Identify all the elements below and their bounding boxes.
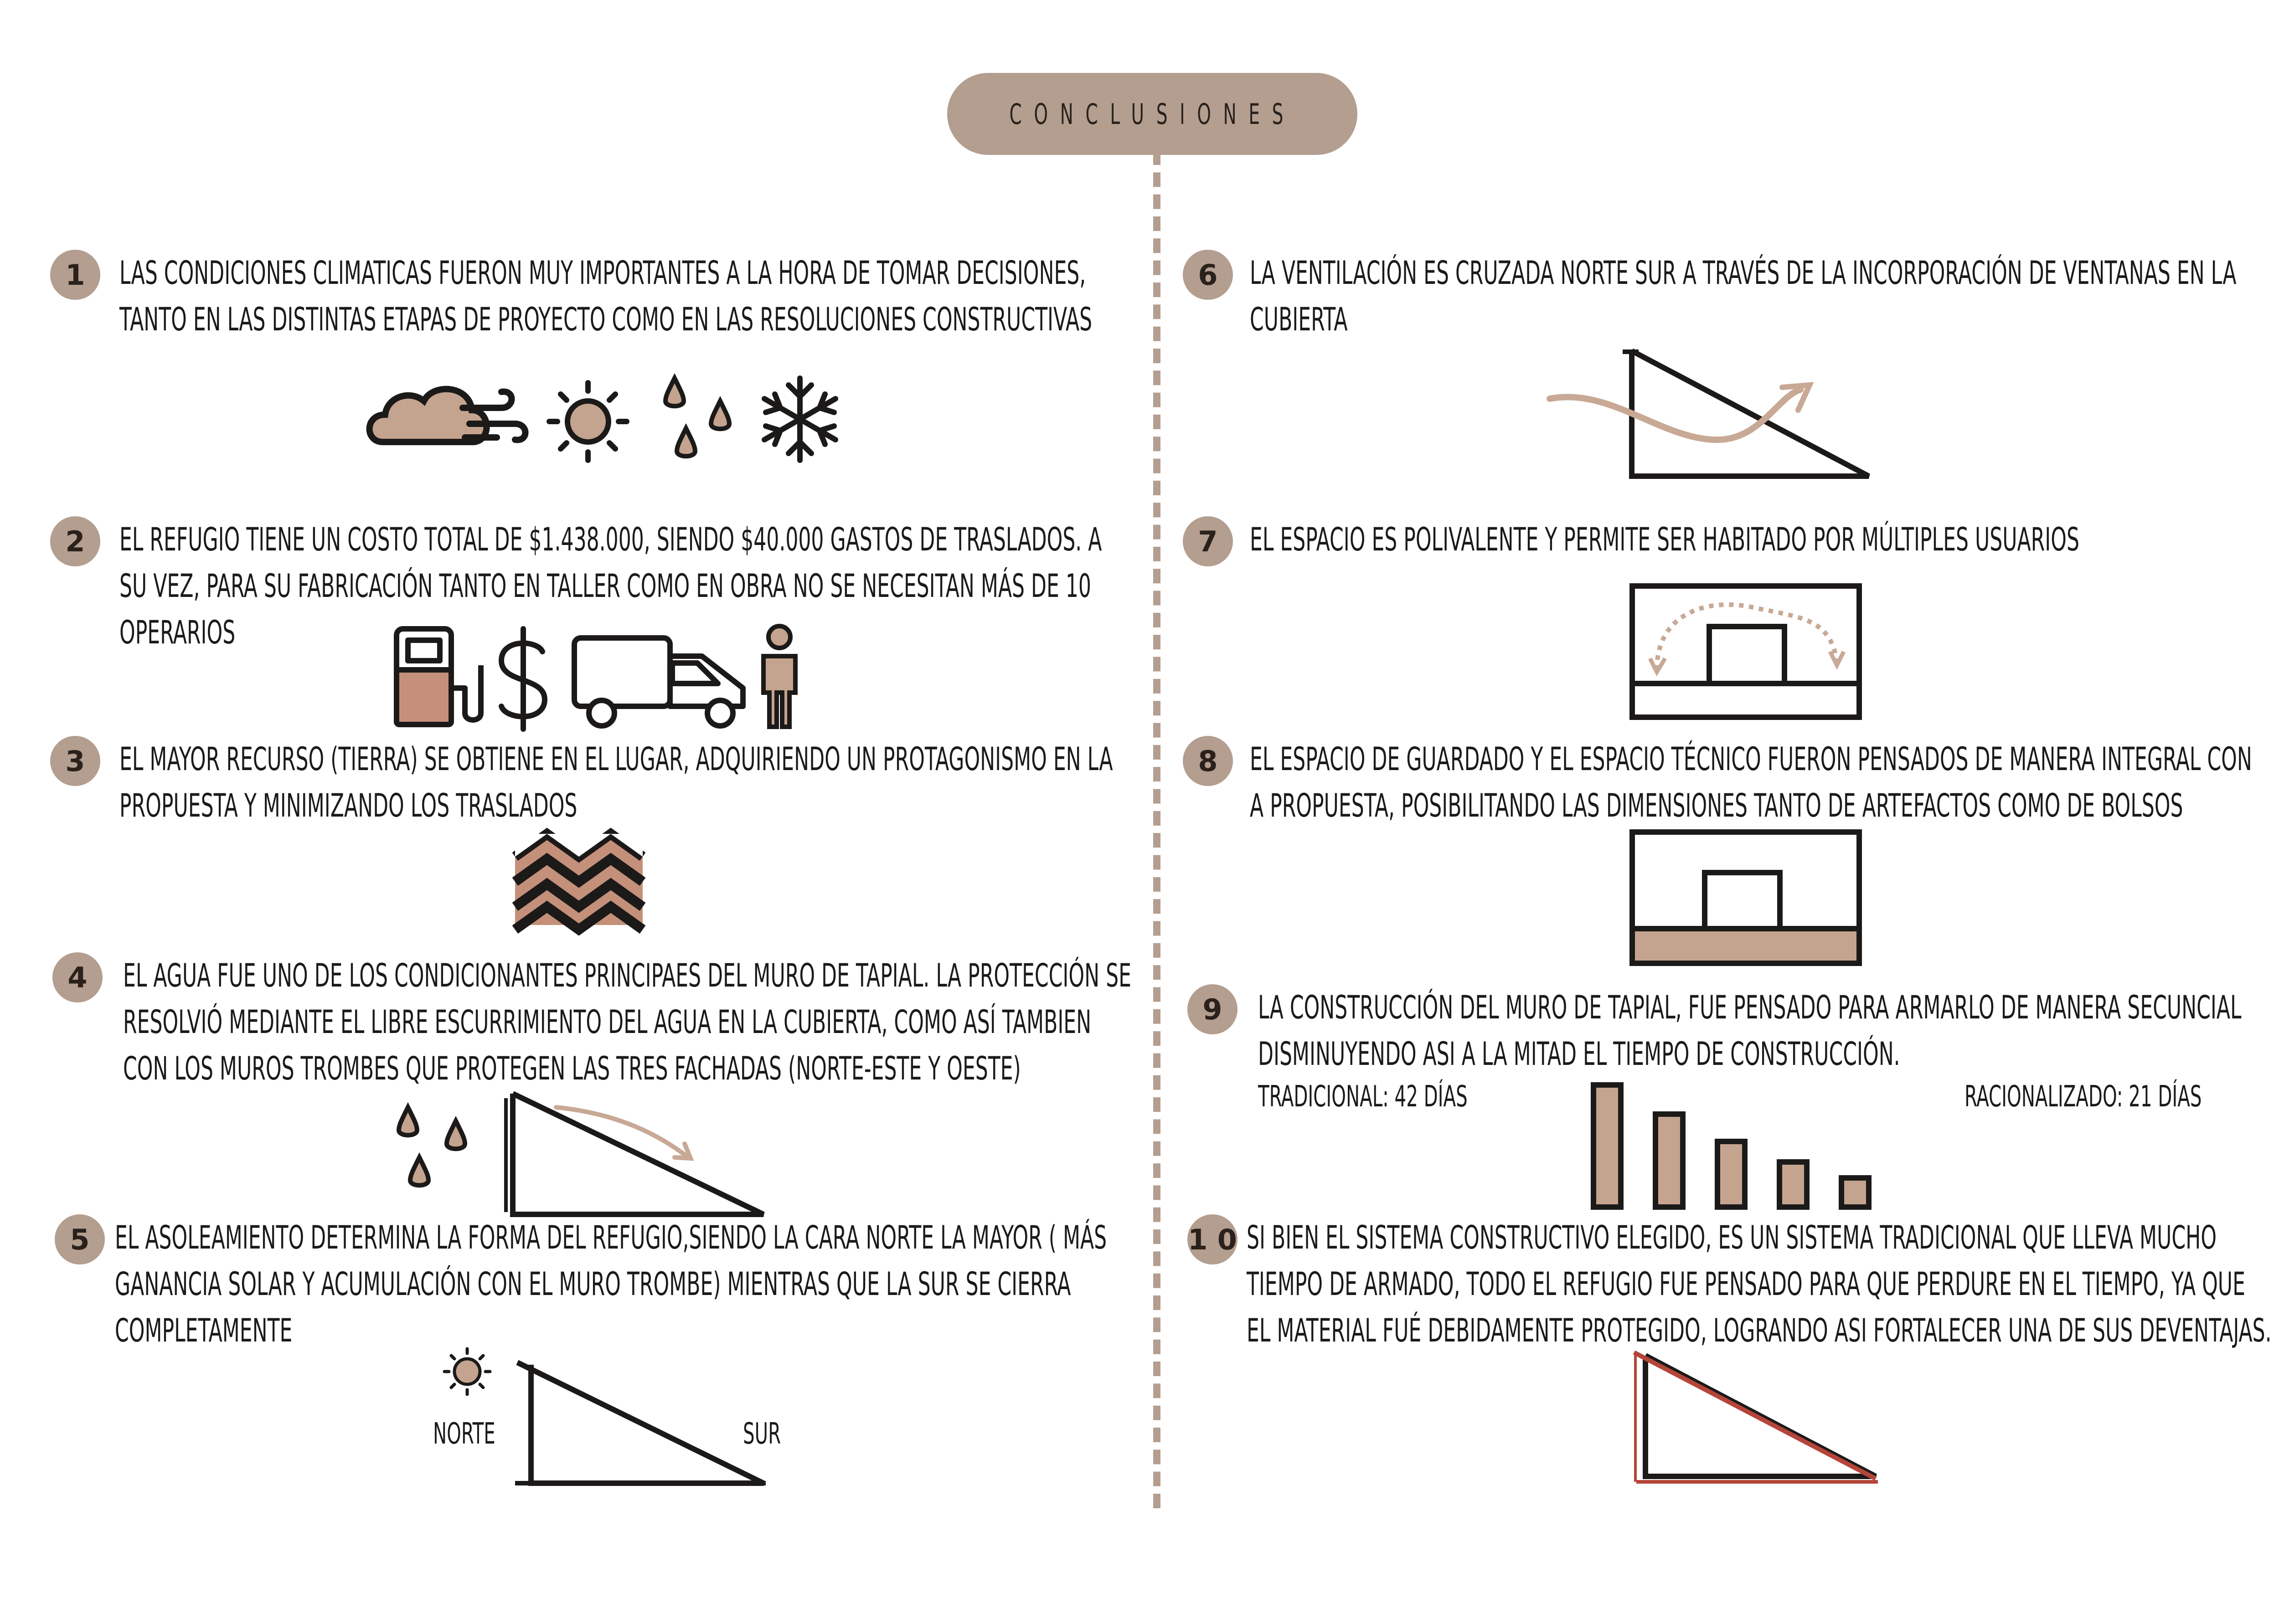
item-4-text: EL AGUA FUE UNO DE LOS CONDICIONANTES PR… [123,957,1131,1087]
north-label: NORTE [433,1417,495,1451]
item-2-number: 2 [50,516,100,566]
protected-roof-diagram [1633,1350,1878,1484]
item-10-text: SI BIEN EL SISTEMA CONSTRUCTIVO ELEGIDO,… [1247,1219,2272,1349]
water-diagram [396,1091,765,1217]
item-3-number: 3 [50,736,100,786]
earth-layers-icon [512,827,646,936]
sun-icon [547,380,629,463]
title-banner: CONCLUSIONES [947,73,1357,155]
item-9-text: LA CONSTRUCCIÓN DEL MURO DE TAPIAL, FUE … [1258,989,2242,1073]
item-9-number: 9 [1187,984,1237,1034]
storage-space-diagram [1629,829,1862,966]
item-4-number: 4 [52,952,103,1002]
item-3-text: EL MAYOR RECURSO (TIERRA) SE OBTIENE EN … [119,740,1113,824]
rain-drops-icon [396,1102,468,1188]
roof-runoff-icon [504,1091,765,1217]
item-7-text: EL ESPACIO ES POLIVALENTE Y PERMITE SER … [1250,521,2079,558]
truck-icon [572,635,746,729]
item-1-number: 1 [50,250,100,300]
item-5-text: EL ASOLEAMIENTO DETERMINA LA FORMA DEL R… [115,1219,1107,1349]
person-icon [761,624,798,729]
polyvalent-space-diagram [1629,583,1862,720]
ventilation-diagram [1547,348,1870,479]
traditional-label: TRADICIONAL: 42 DÍAS [1258,1080,1468,1114]
item-2-text: EL REFUGIO TIENE UN COSTO TOTAL DE $1.43… [119,521,1102,651]
item-10-number: 1 0 [1187,1214,1237,1264]
item-6-text: LA VENTILACIÓN ES CRUZADA NORTE SUR A TR… [1250,254,2237,338]
sun-orientation-diagram [443,1347,766,1486]
climate-icons [366,373,838,463]
center-divider [1153,150,1160,1508]
item-8-number: 8 [1183,736,1233,786]
rationalized-label: RACIONALIZADO: 21 DÍAS [1964,1080,2202,1114]
small-sun-icon [443,1347,492,1396]
page-title: CONCLUSIONES [1009,97,1295,131]
item-8-text: EL ESPACIO DE GUARDADO Y EL ESPACIO TÉCN… [1250,740,2252,824]
south-label: SUR [743,1417,781,1451]
item-5-number: 5 [55,1214,105,1264]
item-7-number: 7 [1183,516,1233,566]
item-1-text: LAS CONDICIONES CLIMATICAS FUERON MUY IM… [119,254,1093,338]
fuel-pump-icon [394,626,484,727]
item-6-number: 6 [1183,250,1233,300]
dollar-icon [498,626,548,732]
drops-icon [663,373,732,459]
snowflake-icon [762,375,838,463]
cost-icons [394,624,798,732]
wind-cloud-icon [366,385,529,445]
construction-time-bars [1591,1082,1872,1210]
